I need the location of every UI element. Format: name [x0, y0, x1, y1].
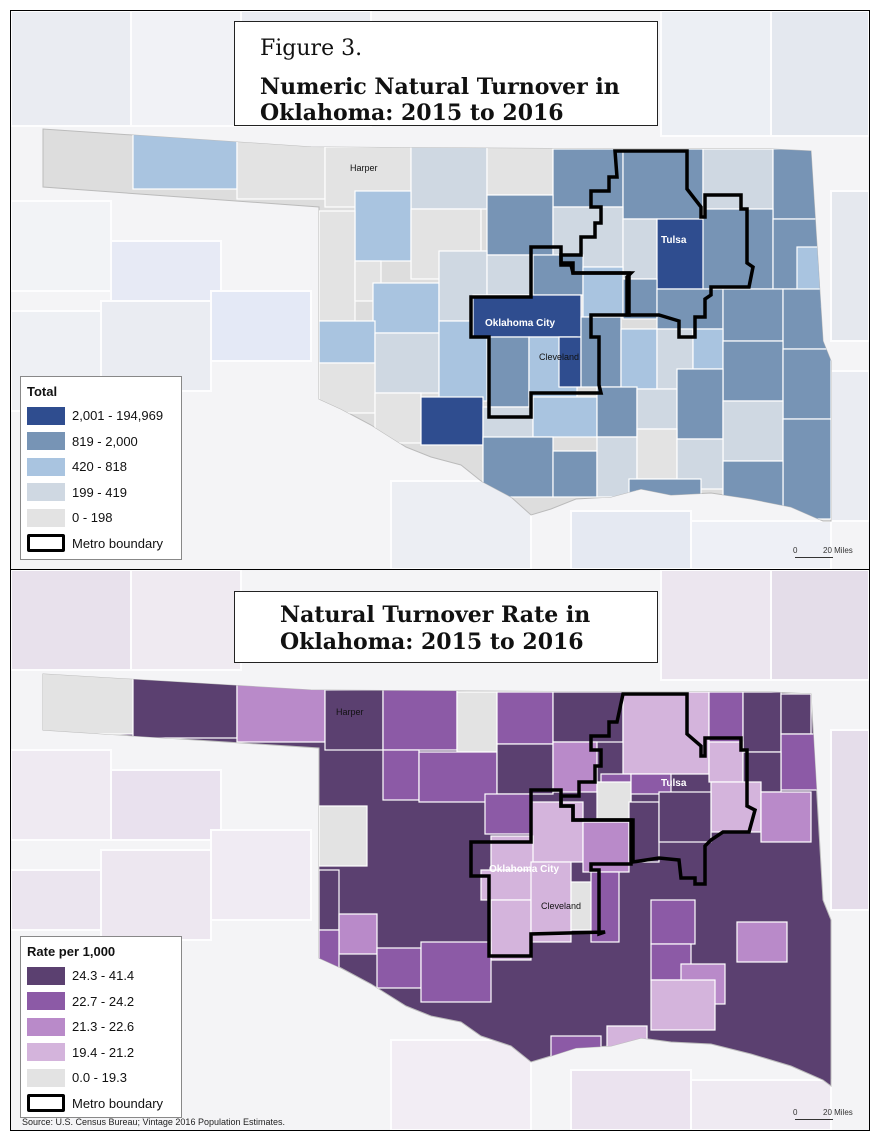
place-label-cleveland: Cleveland — [539, 352, 579, 362]
metro-boundary-swatch — [27, 534, 65, 553]
legend-label: 2,001 - 194,969 — [72, 408, 164, 424]
scale-bar: 0 20 Miles — [793, 546, 855, 560]
legend-label: 819 - 2,000 — [72, 433, 138, 449]
legend-label: 0.0 - 19.3 — [72, 1070, 127, 1086]
legend-item: 22.7 - 24.2 — [21, 989, 181, 1015]
scale-bar: 0 20 Miles — [793, 1108, 855, 1122]
figure-label: Figure 3. — [260, 36, 363, 61]
legend-item: 0.0 - 19.3 — [21, 1065, 181, 1091]
legend-swatch — [27, 1068, 65, 1087]
metro-boundaries — [469, 149, 755, 419]
legend-item: 420 - 818 — [21, 454, 181, 480]
place-label-cleveland: Cleveland — [541, 901, 581, 911]
legend-item: 819 - 2,000 — [21, 429, 181, 455]
legend-item: 24.3 - 41.4 — [21, 963, 181, 989]
scale-distance: 20 Miles — [823, 1108, 853, 1117]
legend-swatch — [27, 457, 65, 476]
legend-label: 19.4 - 21.2 — [72, 1044, 135, 1060]
place-label-tulsa: Tulsa — [661, 778, 687, 789]
legend-label: Metro boundary — [72, 1095, 164, 1111]
legend-item: 2,001 - 194,969 — [21, 403, 181, 429]
legend-label: 199 - 419 — [72, 484, 127, 500]
legend-swatch — [27, 1043, 65, 1062]
legend-swatch — [27, 508, 65, 527]
place-label-harper: Harper — [350, 163, 378, 173]
place-label-tulsa: Tulsa — [661, 235, 687, 246]
legend-swatch — [27, 966, 65, 985]
legend-title: Rate per 1,000 — [27, 944, 116, 959]
legend-swatch — [27, 406, 65, 425]
scale-line — [795, 1117, 833, 1120]
map-panel-numeric: Harper Tulsa Oklahoma City Cleveland Fig… — [10, 10, 870, 570]
legend-swatch — [27, 992, 65, 1011]
legend-item: 21.3 - 22.6 — [21, 1014, 181, 1040]
source-note: Source: U.S. Census Bureau; Vintage 2016… — [22, 1117, 285, 1127]
map-title-line-1: Numeric Natural Turnover in — [260, 74, 620, 100]
map-legend: Rate per 1,000 24.3 - 41.4 22.7 - 24.2 2… — [20, 936, 182, 1118]
legend-item-metro: Metro boundary — [21, 531, 181, 557]
place-label-harper: Harper — [336, 707, 364, 717]
legend-item: 0 - 198 — [21, 505, 181, 531]
legend-label: 21.3 - 22.6 — [72, 1019, 135, 1035]
legend-title: Total — [27, 384, 58, 399]
oklahoma-rate-map: Harper Tulsa Oklahoma City Cleveland — [11, 570, 869, 1130]
map-title-box: Figure 3. Numeric Natural Turnover in Ok… — [234, 21, 658, 126]
legend-item-metro: Metro boundary — [21, 1091, 181, 1117]
legend-item: 199 - 419 — [21, 480, 181, 506]
metro-boundary-swatch — [27, 1094, 65, 1113]
legend-swatch — [27, 483, 65, 502]
scale-distance: 20 Miles — [823, 546, 853, 555]
map-title-line-1: Natural Turnover Rate in — [280, 602, 591, 628]
map-title-line-2: Oklahoma: 2015 to 2016 — [280, 629, 584, 655]
scale-zero: 0 — [793, 546, 798, 555]
legend-label: Metro boundary — [72, 535, 164, 551]
place-label-oklahoma-city: Oklahoma City — [485, 318, 555, 329]
legend-label: 24.3 - 41.4 — [72, 968, 135, 984]
oklahoma-numeric-map: Harper Tulsa Oklahoma City Cleveland — [11, 11, 869, 569]
neighbor-counties — [11, 570, 869, 1130]
map-title-box: Natural Turnover Rate in Oklahoma: 2015 … — [234, 591, 658, 663]
map-title-line-2: Oklahoma: 2015 to 2016 — [260, 100, 564, 126]
place-label-oklahoma-city: Oklahoma City — [489, 864, 559, 875]
scale-line — [795, 555, 833, 558]
legend-item: 19.4 - 21.2 — [21, 1040, 181, 1066]
legend-label: 420 - 818 — [72, 459, 127, 475]
map-panel-rate: Harper Tulsa Oklahoma City Cleveland Nat… — [10, 569, 870, 1131]
metro-boundaries — [469, 692, 758, 958]
legend-swatch — [27, 1017, 65, 1036]
legend-swatch — [27, 432, 65, 451]
scale-zero: 0 — [793, 1108, 798, 1117]
map-legend: Total 2,001 - 194,969 819 - 2,000 420 - … — [20, 376, 182, 560]
legend-label: 22.7 - 24.2 — [72, 993, 135, 1009]
legend-label: 0 - 198 — [72, 510, 113, 526]
